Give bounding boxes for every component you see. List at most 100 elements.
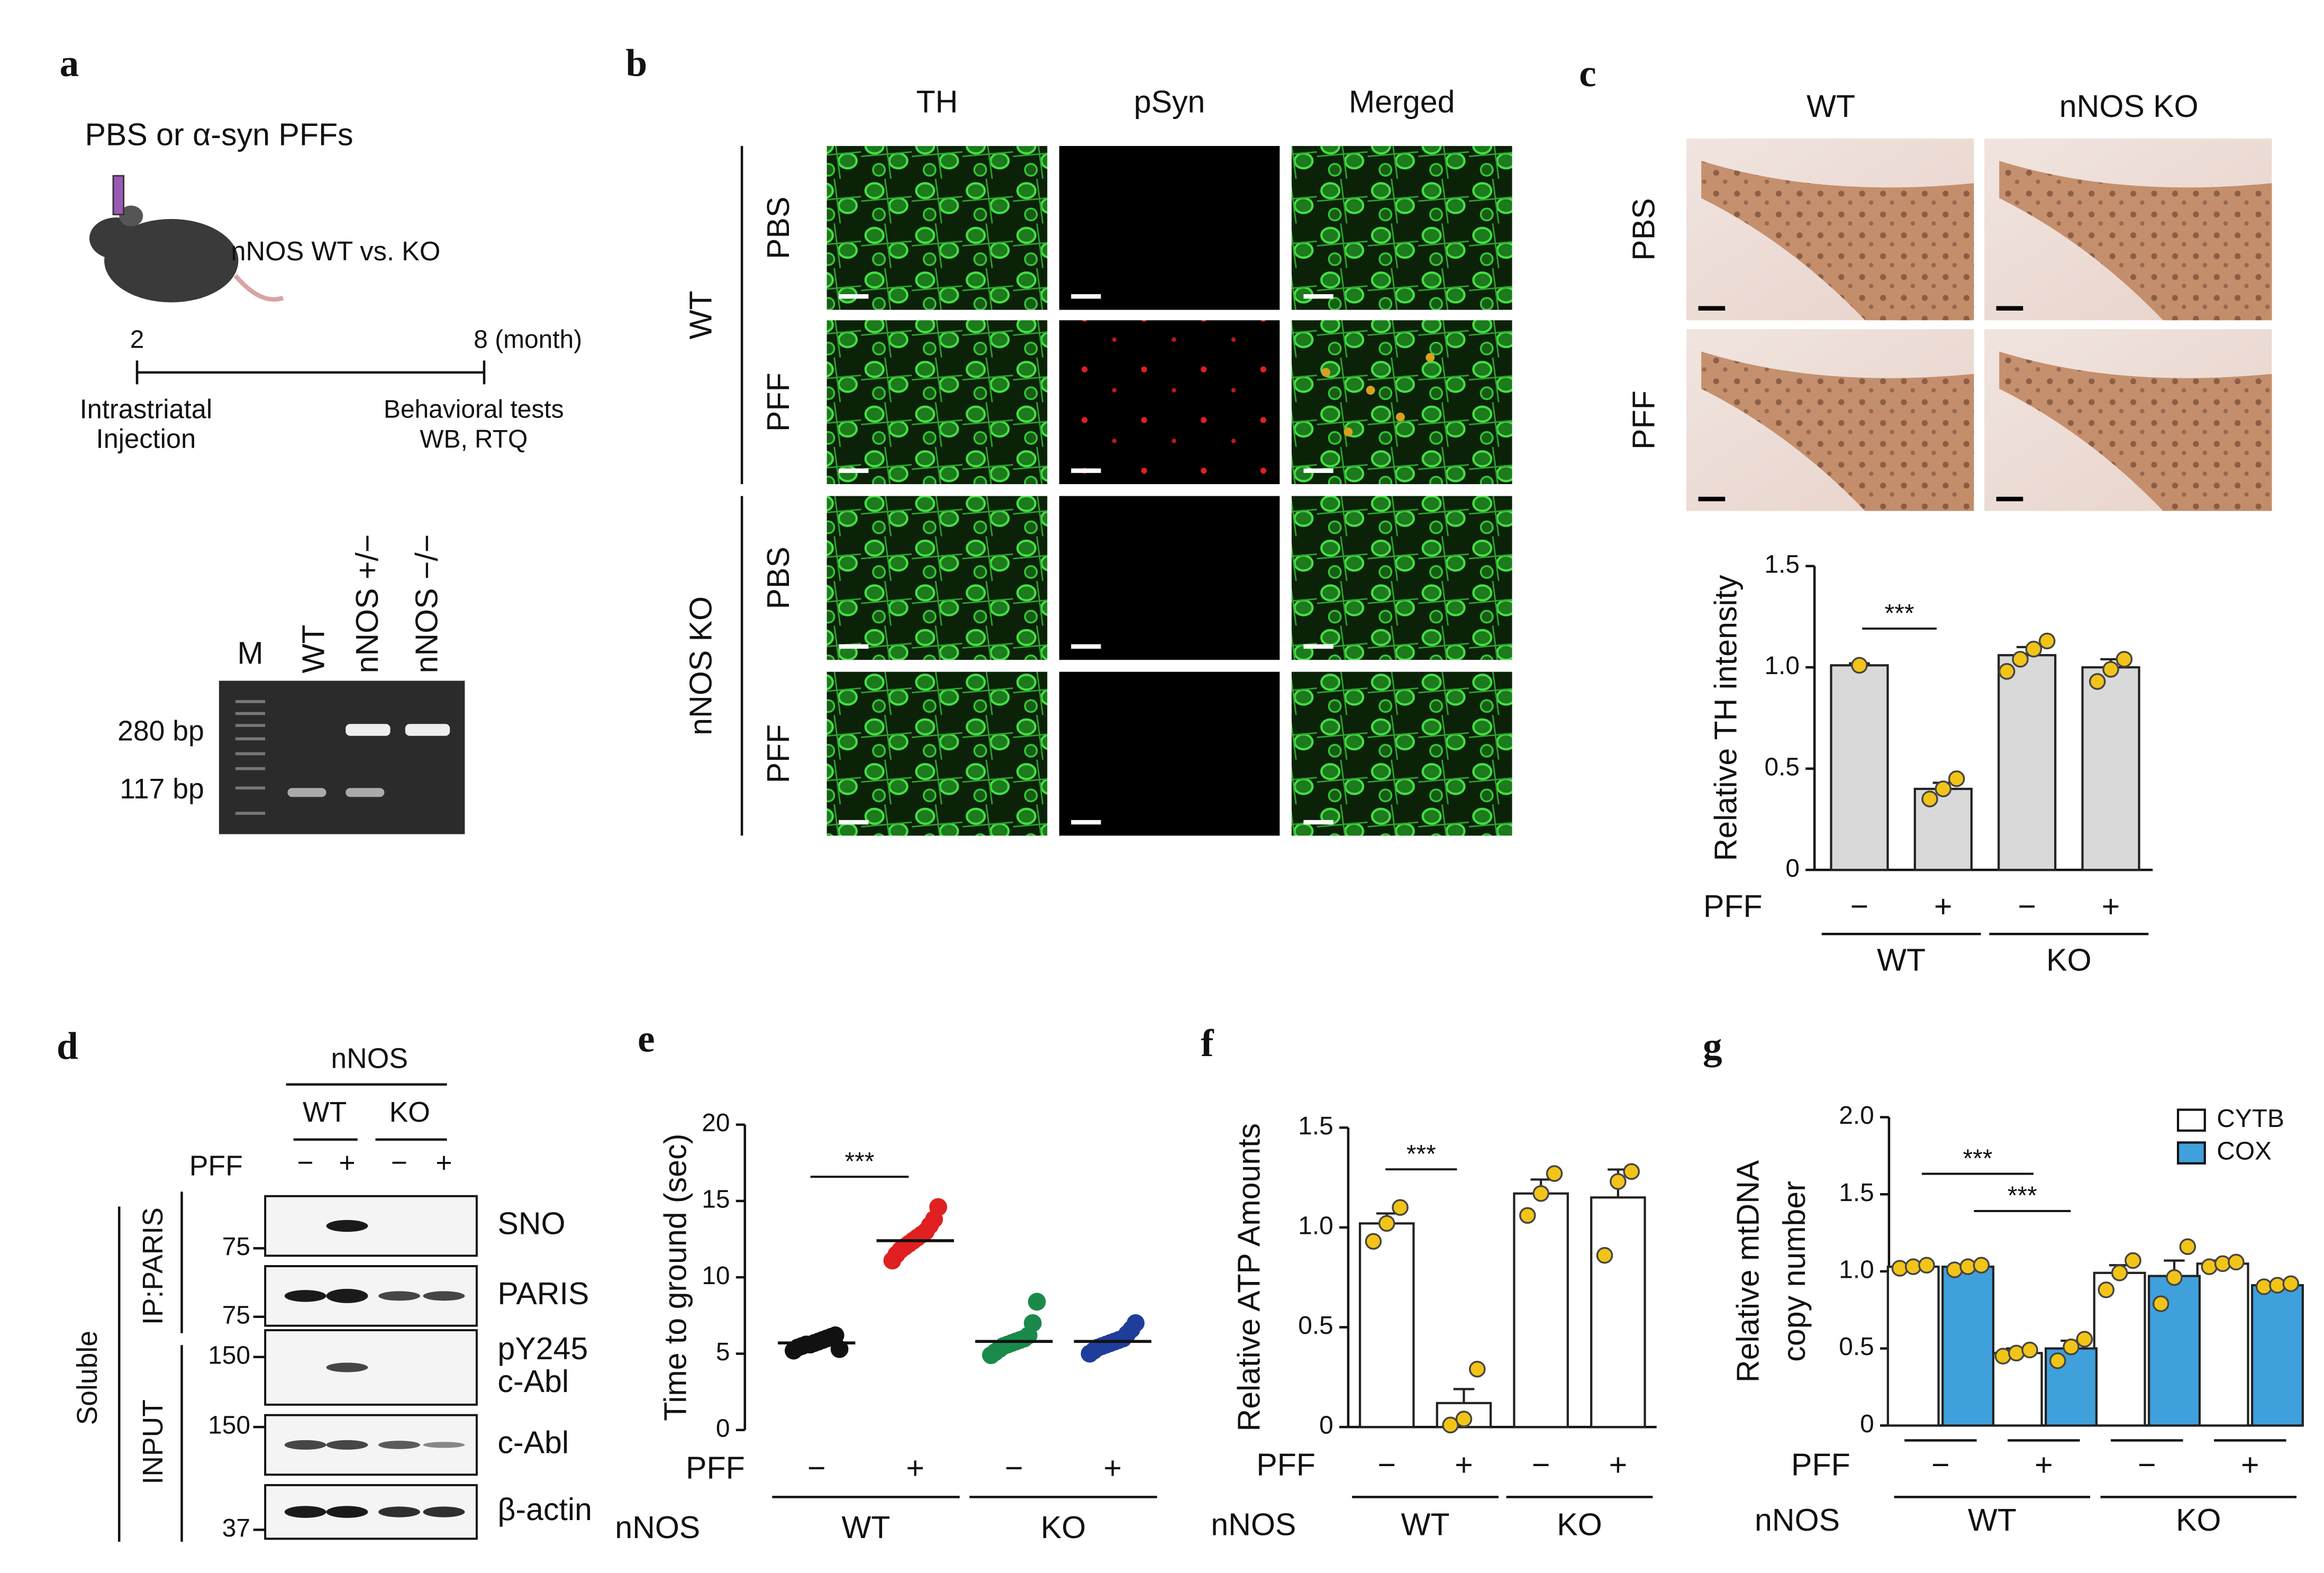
- panel-label: f: [1201, 1022, 1214, 1065]
- ladder-band: [235, 752, 266, 756]
- data-point: [1918, 1257, 1935, 1274]
- x-axis-label: PFF: [686, 1450, 745, 1485]
- protocol-title: PBS or α-syn PFFs: [85, 117, 353, 152]
- size-marker: 75: [222, 1233, 250, 1261]
- protein-label: β-actin: [497, 1492, 592, 1527]
- data-point: [2063, 1338, 2080, 1356]
- injection-label: Intrastriatal: [80, 394, 213, 424]
- group-label: WT: [1968, 1502, 2017, 1538]
- significance: ***: [1885, 599, 1914, 628]
- y-tick-label: 0.5: [1839, 1333, 1874, 1361]
- genotype-label: nNOS KO: [2059, 88, 2199, 124]
- channel-label: Merged: [1349, 84, 1455, 120]
- x-tick-label: +: [2102, 888, 2120, 924]
- legend-swatch: [2176, 1141, 2206, 1165]
- data-point: [1851, 657, 1868, 674]
- blot: [264, 1195, 478, 1257]
- size-marker: 150: [208, 1341, 250, 1369]
- blot-band: [423, 1291, 465, 1301]
- data-point: [2102, 661, 2119, 678]
- data-point: [1998, 663, 2016, 680]
- significance: ***: [1406, 1140, 1436, 1168]
- protein-label: PARIS: [497, 1276, 589, 1311]
- x-tick-label: +: [2241, 1447, 2259, 1483]
- micrograph: [1291, 671, 1512, 836]
- significance: ***: [1963, 1145, 1992, 1173]
- stained-region: [1999, 161, 2272, 321]
- significance: ***: [845, 1148, 875, 1176]
- x-tick-label: −: [2018, 888, 2036, 924]
- stained-region: [1999, 351, 2272, 511]
- micrograph: [1059, 671, 1280, 836]
- band-size: 117 bp: [120, 774, 204, 805]
- band-size: 280 bp: [117, 715, 204, 747]
- data-point: [1023, 1314, 1042, 1332]
- ladder-band: [235, 767, 266, 770]
- y-tick-label: 1.5: [1839, 1179, 1874, 1207]
- micrograph: [1291, 320, 1512, 484]
- x-tick-label: +: [1934, 888, 1953, 924]
- stained-region: [1701, 161, 1974, 321]
- data-point: [1973, 1257, 1990, 1274]
- data-point: [2049, 1352, 2066, 1369]
- data-point: [2089, 673, 2106, 690]
- group-label: WT: [1877, 942, 1926, 977]
- bar: [1358, 1222, 1415, 1429]
- bar: [1886, 1266, 1940, 1427]
- blot-band: [284, 1440, 326, 1450]
- genotype-label: WT: [1806, 88, 1855, 124]
- test-label: Behavioral tests: [384, 396, 564, 424]
- micrograph: [1291, 146, 1512, 310]
- data-point: [1028, 1293, 1046, 1311]
- x-axis-label: PFF: [1256, 1447, 1315, 1483]
- ladder-band: [235, 786, 266, 790]
- legend-label: COX: [2217, 1138, 2272, 1166]
- y-tick-label: 0.5: [1298, 1312, 1333, 1340]
- x-tick-label: −: [1378, 1447, 1396, 1483]
- fraction-label: Soluble: [72, 1331, 103, 1425]
- treatment-label: PBS: [760, 197, 796, 259]
- protein-label: c-Abl: [497, 1363, 569, 1399]
- data-point: [1378, 1215, 1395, 1232]
- data-point: [1921, 790, 1938, 807]
- data-point: [2228, 1253, 2245, 1271]
- data-point: [1948, 770, 1965, 787]
- overlay-dot: [1343, 428, 1353, 437]
- y-tick-label: 2.0: [1839, 1102, 1874, 1130]
- data-point: [2076, 1331, 2093, 1348]
- y-tick-label: 1.5: [1764, 550, 1800, 578]
- genotype-label: KO: [389, 1097, 430, 1128]
- bar: [1990, 1352, 2043, 1427]
- test-label: WB, RTQ: [420, 425, 528, 453]
- gel-lane: WT: [295, 625, 331, 674]
- data-point: [1455, 1411, 1473, 1427]
- stained-region: [1701, 351, 1974, 511]
- bar: [1513, 1192, 1569, 1429]
- timeline-start: 2: [130, 325, 144, 353]
- x-tick-label: −: [1850, 888, 1869, 924]
- blot-band: [284, 1506, 326, 1518]
- micrograph: [827, 671, 1048, 836]
- micrograph: [827, 496, 1048, 660]
- blot-band: [326, 1220, 368, 1232]
- data-point: [1610, 1173, 1627, 1190]
- error-bar: [1453, 1388, 1475, 1403]
- bar: [2251, 1284, 2304, 1427]
- y-axis-label: Relative TH intensity: [1708, 575, 1743, 861]
- ladder-band: [235, 724, 266, 727]
- gel-band: [287, 788, 326, 797]
- bar: [1998, 654, 2057, 871]
- significance: ***: [2008, 1182, 2037, 1210]
- gel-lane: nNOS +/−: [349, 534, 385, 674]
- y-tick-label: 20: [702, 1109, 730, 1137]
- y-tick-label: 1.0: [1839, 1256, 1874, 1284]
- y-tick-label: 1.0: [1764, 652, 1800, 680]
- syringe: [112, 175, 125, 215]
- genotype-label: WT: [683, 290, 718, 339]
- ip-header: nNOS: [331, 1043, 408, 1075]
- data-point: [2008, 1344, 2025, 1362]
- group-label: KO: [2176, 1502, 2221, 1538]
- micrograph: [827, 146, 1048, 310]
- data-point: [2166, 1269, 2183, 1286]
